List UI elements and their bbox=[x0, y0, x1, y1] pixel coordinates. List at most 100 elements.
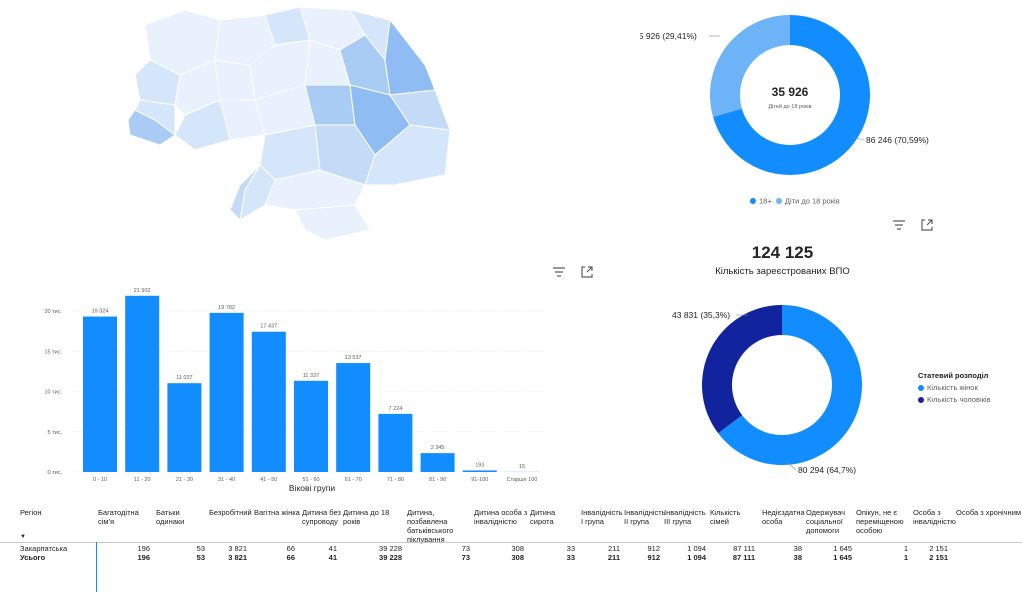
column-header[interactable]: Інвалідність ІІІ група bbox=[664, 508, 708, 526]
gender-donut-chart[interactable]: 43 831 (35,3%) 80 294 (64,7%) bbox=[660, 295, 920, 485]
legend-dot-women bbox=[918, 385, 924, 391]
bar[interactable] bbox=[336, 363, 370, 472]
bar[interactable] bbox=[378, 414, 412, 472]
bar-data-label: 11 037 bbox=[176, 375, 192, 381]
bar-data-label: 2 345 bbox=[431, 445, 445, 451]
table-cell: 41 bbox=[277, 544, 337, 553]
focus-mode-icon[interactable] bbox=[579, 264, 595, 280]
bar[interactable] bbox=[252, 332, 286, 472]
age-donut-chart[interactable]: 35 926 Дітей до 18 років 35 926 (29,41%)… bbox=[640, 0, 960, 195]
region-name: Закарпатська bbox=[20, 544, 67, 553]
column-header[interactable]: Безробітний bbox=[209, 508, 253, 517]
y-tick-label: 20 тис. bbox=[44, 309, 62, 315]
filter-icon[interactable] bbox=[891, 217, 907, 233]
column-header[interactable]: Одержувач соціальної допомоги bbox=[806, 508, 854, 535]
column-header[interactable]: Особа з хронічним bbox=[956, 508, 1022, 517]
legend-women-label[interactable]: Кількість жінок bbox=[927, 383, 978, 392]
column-header[interactable]: Регіон bbox=[20, 508, 90, 517]
y-tick-label: 0 тис. bbox=[48, 470, 63, 476]
donut2-slice-1[interactable] bbox=[702, 305, 782, 433]
column-header[interactable]: Дитина особа з інвалідністю bbox=[474, 508, 528, 526]
legend-dot-children bbox=[776, 198, 782, 204]
table-cell: 2 151 bbox=[888, 553, 948, 562]
age-groups-bar-chart[interactable]: 0 тис. 5 тис. 10 тис. 15 тис. 20 тис. 19 324… bbox=[20, 280, 550, 500]
table-cell: 73 bbox=[410, 544, 470, 553]
legend-title: Статевий розподіл bbox=[918, 370, 991, 382]
x-tick-label: Старше 100 bbox=[507, 477, 538, 483]
ukraine-region-map[interactable] bbox=[125, 5, 465, 245]
bar-data-label: 15 bbox=[519, 464, 525, 470]
column-header[interactable]: Багатодітна сім'я bbox=[98, 508, 156, 526]
x-tick-label: 61 - 70 bbox=[345, 477, 362, 483]
bar-data-label: 11 337 bbox=[303, 373, 319, 379]
table-cell: 196 bbox=[90, 544, 150, 553]
bar[interactable] bbox=[125, 296, 159, 472]
bar-data-label: 19 782 bbox=[218, 305, 235, 311]
x-tick-label: 91-100 bbox=[471, 477, 488, 483]
column-header[interactable]: Дитина без супроводу bbox=[302, 508, 342, 526]
bar[interactable] bbox=[167, 383, 201, 472]
column-header[interactable]: Дитина до 18 років bbox=[343, 508, 405, 526]
map-region[interactable] bbox=[295, 205, 370, 240]
x-tick-label: 11 - 20 bbox=[134, 477, 151, 483]
bar-data-label: 193 bbox=[475, 462, 484, 468]
donut1-label-small: 35 926 (29,41%) bbox=[640, 31, 697, 41]
table-cell: 1 645 bbox=[792, 544, 852, 553]
column-header[interactable]: Кількість сімей bbox=[710, 508, 760, 526]
column-header[interactable]: Інвалідність ІІ група bbox=[624, 508, 662, 526]
column-header[interactable]: Інвалідність І група bbox=[581, 508, 623, 526]
column-header[interactable]: Недієздатна особа bbox=[762, 508, 804, 526]
focus-mode-icon[interactable] bbox=[919, 217, 935, 233]
x-tick-label: 21 - 30 bbox=[176, 477, 193, 483]
map-region[interactable] bbox=[385, 20, 435, 95]
kpi-label: Кількість зареєстрованих ВПО bbox=[690, 266, 875, 277]
bar[interactable] bbox=[294, 381, 328, 472]
filter-icon[interactable] bbox=[551, 264, 567, 280]
bar[interactable] bbox=[421, 453, 455, 472]
legend-men-label[interactable]: Кількість чоловіків bbox=[927, 395, 991, 404]
donut1-legend: 18+ Діти до 18 років bbox=[750, 196, 840, 206]
bar[interactable] bbox=[210, 313, 244, 472]
bar-data-label: 13 537 bbox=[345, 355, 362, 361]
legend-dot-men bbox=[918, 397, 924, 403]
donut2-label-large: 80 294 (64,7%) bbox=[798, 465, 856, 475]
column-header[interactable]: Опікун, не є переміщеною особою bbox=[856, 508, 912, 535]
map-region[interactable] bbox=[215, 60, 255, 100]
x-tick-label: 71 - 80 bbox=[387, 477, 404, 483]
region-name: Усього bbox=[20, 553, 45, 562]
y-tick-label: 15 тис. bbox=[44, 349, 62, 355]
table-cell: 73 bbox=[410, 553, 470, 562]
bar[interactable] bbox=[83, 317, 117, 472]
column-header[interactable]: Дитина сирота bbox=[530, 508, 578, 526]
column-header[interactable]: Батьки одинаки bbox=[156, 508, 208, 526]
bar-data-label: 21 902 bbox=[134, 288, 151, 294]
y-tick-label: 5 тис. bbox=[48, 430, 63, 436]
table-cell: 41 bbox=[277, 553, 337, 562]
bar-data-label: 19 324 bbox=[92, 309, 109, 315]
table-cell: 39 228 bbox=[342, 553, 402, 562]
bar[interactable] bbox=[463, 470, 497, 472]
donut2-label-small: 43 831 (35,3%) bbox=[672, 310, 730, 320]
column-header[interactable]: Особа з інвалідністю bbox=[913, 508, 955, 526]
bar-data-label: 7 224 bbox=[389, 406, 403, 412]
sort-arrow-icon[interactable]: ▼ bbox=[20, 534, 26, 540]
bar-xlabel: Вікові групи bbox=[289, 483, 335, 493]
legend-children-label[interactable]: Діти до 18 років bbox=[785, 197, 840, 206]
x-tick-label: 31 - 40 bbox=[218, 477, 235, 483]
y-tick-label: 10 тис. bbox=[44, 390, 62, 396]
table-cell: 2 151 bbox=[888, 544, 948, 553]
donut1-slice-1[interactable] bbox=[710, 15, 790, 117]
donut1-center-value: 35 926 bbox=[772, 85, 809, 99]
kpi-value: 124 125 bbox=[700, 243, 865, 263]
column-header[interactable]: Дитина, позбавлена батьківського піклува… bbox=[407, 508, 473, 544]
donut1-label-large: 86 246 (70,59%) bbox=[866, 135, 929, 145]
legend-adults-label[interactable]: 18+ bbox=[759, 197, 772, 206]
x-tick-label: 0 - 10 bbox=[93, 477, 107, 483]
table-cell: 1 645 bbox=[792, 553, 852, 562]
bar-data-label: 17 437 bbox=[260, 324, 277, 330]
column-header[interactable]: Вагітна жінка bbox=[254, 508, 300, 517]
donut2-legend: Статевий розподіл Кількість жінок Кількі… bbox=[918, 370, 991, 406]
donut1-center-label: Дітей до 18 років bbox=[768, 103, 811, 110]
